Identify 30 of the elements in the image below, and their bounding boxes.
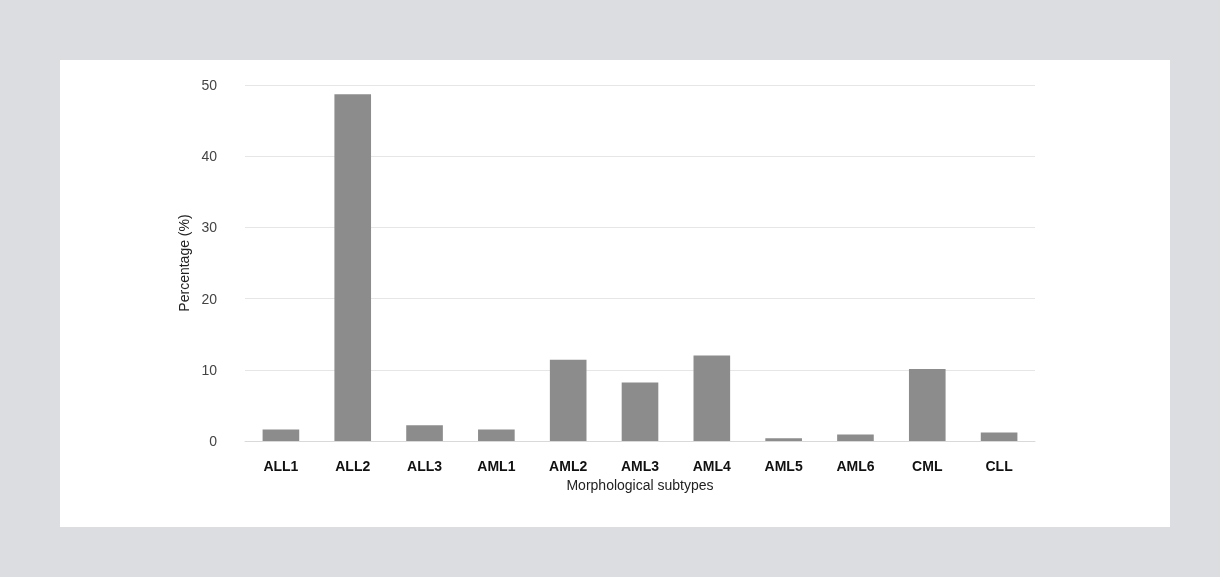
x-tick-label: AML4 [692, 458, 732, 474]
y-tick-label: 40 [201, 148, 218, 165]
x-tick-label: CLL [985, 458, 1014, 474]
y-tick-label: 30 [201, 219, 218, 236]
x-tick-label: AML1 [477, 458, 516, 474]
x-tick-label: ALL1 [263, 458, 299, 474]
bar [908, 369, 946, 441]
bar [406, 425, 443, 441]
x-axis-title: Morphological subtypes [566, 476, 714, 493]
x-tick-label: AML6 [836, 458, 875, 474]
bar [621, 382, 659, 441]
bar [837, 434, 874, 441]
y-tick-label: 10 [201, 361, 218, 378]
bar [549, 359, 587, 441]
y-tick-label: 50 [201, 77, 218, 93]
x-tick-label: CML [912, 458, 943, 474]
x-tick-label: AML5 [764, 458, 803, 474]
bar [334, 94, 372, 441]
x-tick-label: AML2 [549, 458, 588, 474]
bar [478, 429, 515, 441]
bar [693, 355, 731, 441]
y-tick-label: 20 [201, 290, 218, 307]
bar [980, 432, 1018, 441]
bar [765, 438, 802, 441]
y-tick-label: 0 [209, 433, 218, 449]
x-tick-label: ALL3 [407, 458, 443, 474]
bar [262, 429, 300, 441]
x-tick-label: AML3 [620, 458, 660, 474]
x-tick-label: ALL2 [335, 458, 371, 474]
y-axis-title: Percentage (%) [175, 214, 192, 312]
